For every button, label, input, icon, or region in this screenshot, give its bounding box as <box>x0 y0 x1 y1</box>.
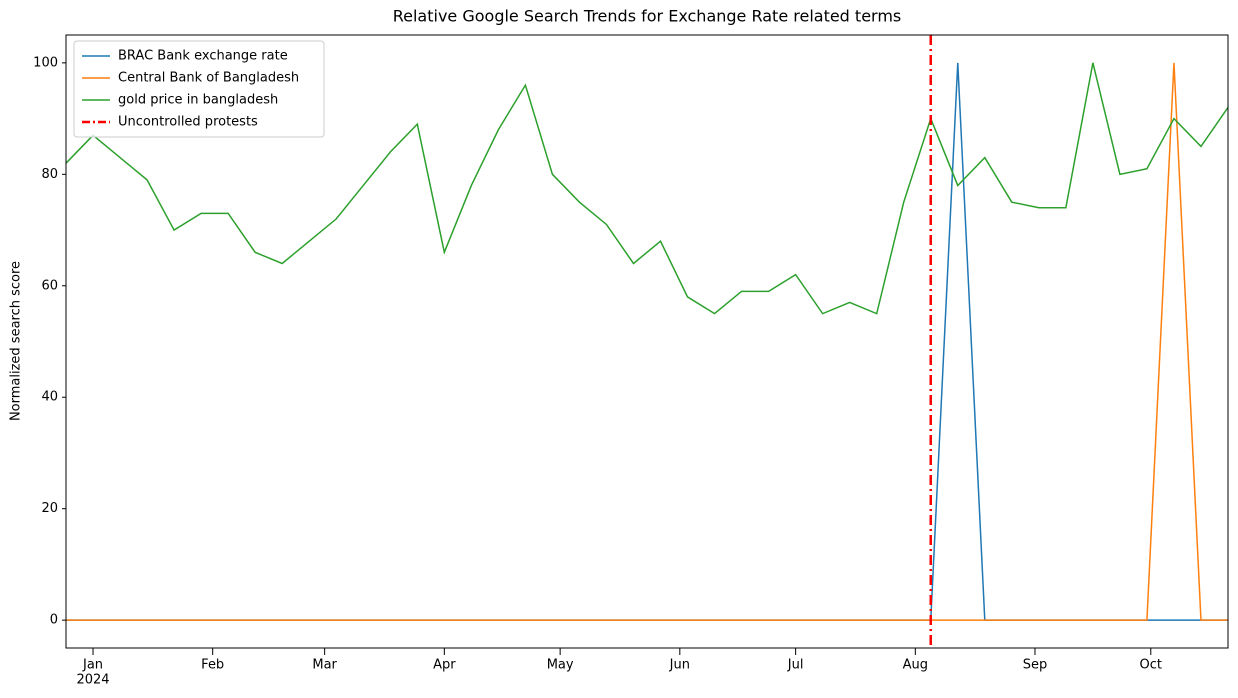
x-tick-label: Mar <box>312 658 337 673</box>
series-line <box>65 62 1229 315</box>
y-tick-label: 80 <box>41 167 58 182</box>
x-tick-label: May <box>547 658 574 673</box>
series-line <box>66 62 1228 621</box>
chart-title: Relative Google Search Trends for Exchan… <box>393 7 902 26</box>
y-tick-label: 100 <box>33 55 58 70</box>
x-tick-label: Jan <box>82 658 103 673</box>
x-tick-label: Feb <box>201 658 224 673</box>
x-tick-label: Oct <box>1140 658 1162 673</box>
legend-label: Central Bank of Bangladesh <box>118 71 299 86</box>
y-tick-label: 40 <box>41 390 58 405</box>
x-tick-label: Jun <box>669 658 690 673</box>
legend-box <box>73 40 325 138</box>
legend-label: gold price in bangladesh <box>118 93 278 108</box>
x-tick-year: 2024 <box>76 673 109 688</box>
x-tick-label: Aug <box>903 658 928 673</box>
x-tick-label: Jul <box>787 658 804 673</box>
legend-label: Uncontrolled protests <box>118 115 258 130</box>
x-tick-label: Apr <box>433 658 456 673</box>
y-tick-label: 60 <box>41 278 58 293</box>
y-tick-label: 0 <box>50 613 58 628</box>
series-line <box>66 62 1228 621</box>
y-axis-label: Normalized search score <box>9 261 24 421</box>
x-tick-label: Sep <box>1023 658 1048 673</box>
y-tick-label: 20 <box>41 501 58 516</box>
legend-label: BRAC Bank exchange rate <box>118 49 288 64</box>
plot-frame <box>65 34 1229 649</box>
